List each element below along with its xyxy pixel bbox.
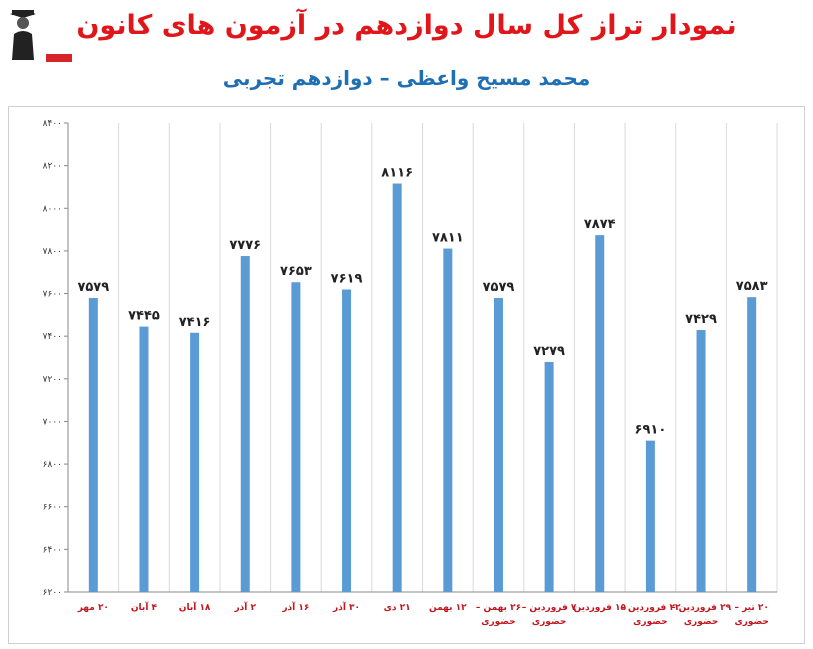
data-label: ۷۲۷۹ [533,344,565,359]
data-label: ۷۴۲۹ [685,312,717,327]
chart-subtitle: محمد مسیح واعظی – دوازدهم تجربی [222,66,591,90]
x-tick-label: ۱۲ بهمن [429,603,467,613]
data-label: ۸۱۱۶ [381,166,413,181]
chart-title: نمودار تراز کل سال دوازدهم در آزمون های … [76,10,737,41]
bar [493,298,503,592]
x-tick-label: ۲۰ تیر – [734,603,768,613]
bar [747,297,757,592]
bar [240,256,250,592]
y-tick-label: ۸۰۰۰ [43,204,62,214]
x-tick-label: حضوری [532,617,566,627]
bar [696,329,706,592]
data-label: ۷۷۷۶ [229,238,261,253]
logo-badge [46,54,72,62]
data-label: ۷۶۱۹ [331,271,363,286]
y-tick-label: ۸۲۰۰ [43,162,62,172]
data-label: ۷۶۵۳ [280,264,312,279]
bar [342,289,352,592]
data-label: ۶۹۱۰ [635,423,667,438]
x-tick-label: ۷ فروردین – [522,603,577,613]
bar [139,326,149,592]
data-label: ۷۵۷۹ [77,280,109,295]
x-tick-label: ۲۶ بهمن – [476,603,521,613]
y-tick-label: ۷۶۰۰ [43,290,62,300]
data-label: ۷۸۷۴ [584,217,616,232]
data-label: ۷۵۷۹ [483,280,515,295]
y-tick-label: ۸۴۰۰ [43,119,62,129]
x-tick-label: ۲۱ دی [384,603,411,613]
data-label: ۷۸۱۱ [432,231,464,246]
x-tick-label: ۱۸ آبان [179,601,211,613]
data-label: ۷۴۴۵ [128,309,160,324]
x-tick-label: حضوری [633,617,667,627]
graduate-icon [10,10,36,60]
x-tick-label: ۳۰ آذر [332,601,360,613]
bar [645,440,655,592]
x-tick-label: ۲۰ مهر [77,603,109,613]
y-tick-label: ۶۶۰۰ [43,503,62,513]
y-tick-label: ۷۴۰۰ [43,332,62,342]
bar [544,361,554,592]
y-tick-label: ۷۲۰۰ [43,375,62,385]
x-tick-label: حضوری [684,617,718,627]
y-tick-label: ۷۰۰۰ [43,417,62,427]
bar [443,248,453,592]
data-label: ۷۵۸۳ [736,279,768,294]
y-tick-label: ۶۲۰۰ [43,588,62,598]
x-tick-label: ۲۲ فروردین – [620,603,681,613]
x-tick-label: ۴ آبان [131,601,158,613]
x-tick-label: ۱۶ آذر [281,601,309,613]
data-label: ۷۴۱۶ [179,315,211,330]
x-tick-label: ۲۹ فروردین – [671,603,732,613]
x-tick-label: حضوری [481,617,515,627]
bar [595,235,605,592]
x-tick-label: ۲ آذر [233,601,256,613]
plot-area [8,106,805,644]
y-tick-label: ۶۸۰۰ [43,460,62,470]
bar [392,183,402,592]
y-tick-label: ۶۴۰۰ [43,545,62,555]
logo [8,6,72,64]
x-tick-label: ۱۵ فروردین [574,603,627,613]
bar [88,298,98,592]
y-tick-label: ۷۸۰۰ [43,247,62,257]
bar [291,282,301,592]
bar [190,332,200,592]
x-tick-label: حضوری [734,617,768,627]
